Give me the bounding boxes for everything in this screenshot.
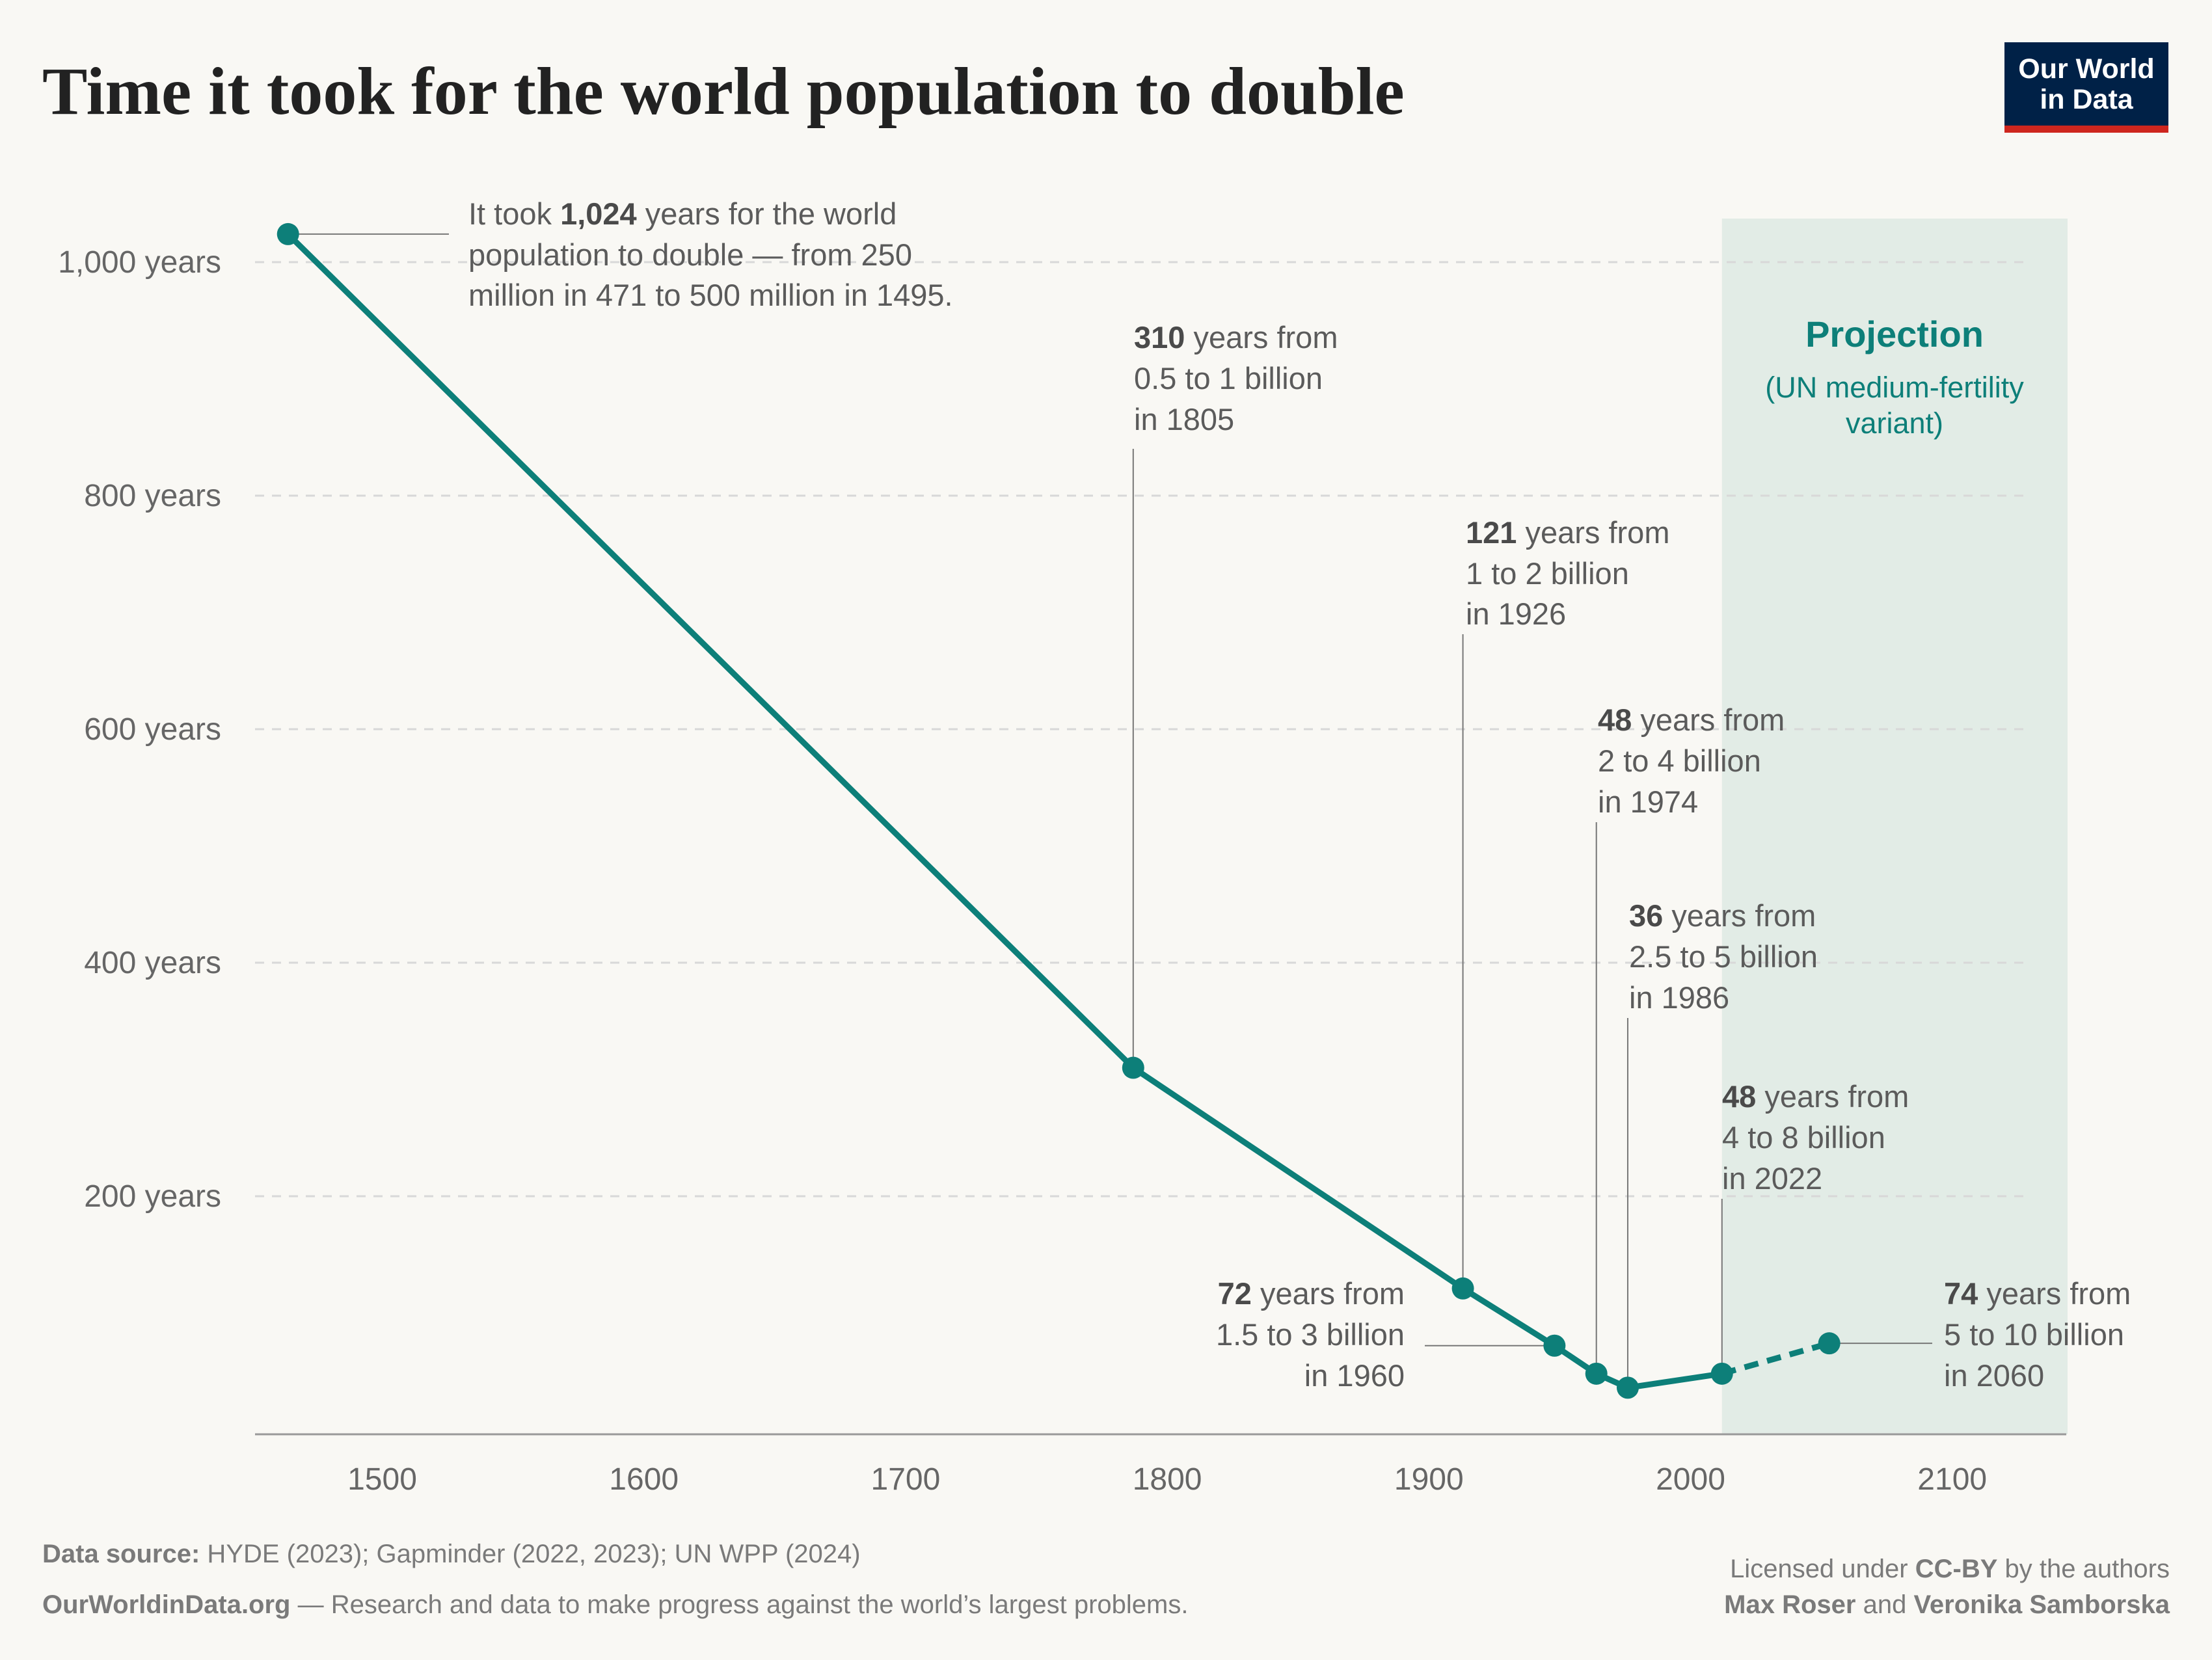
site-link[interactable]: OurWorldinData.org — [42, 1590, 290, 1619]
svg-text:310 years from: 310 years from — [1134, 320, 1338, 355]
owid-logo[interactable]: Our World in Data — [2004, 42, 2168, 133]
annotation-1495: It took 1,024 years for the world popula… — [468, 196, 953, 312]
svg-text:48 years from: 48 years from — [1722, 1079, 1909, 1114]
svg-text:2 to 4 billion: 2 to 4 billion — [1598, 743, 1761, 778]
annotation-2022: 48 years from 4 to 8 billion in 2022 — [1722, 1079, 1909, 1196]
x-tick-label: 1900 — [1394, 1462, 1464, 1497]
x-tick-label: 2100 — [1917, 1462, 1987, 1497]
svg-text:in 2022: in 2022 — [1722, 1161, 1822, 1196]
y-tick-label: 600 years — [84, 712, 221, 747]
data-point — [1122, 1056, 1144, 1079]
svg-text:in 2060: in 2060 — [1944, 1358, 2044, 1393]
svg-text:It took 1,024 years for the wo: It took 1,024 years for the world — [468, 196, 897, 231]
x-tick-label: 1700 — [871, 1462, 941, 1497]
annotation-leaders — [288, 233, 1932, 1388]
annotation-1986: 36 years from 2.5 to 5 billion in 1986 — [1629, 898, 1818, 1015]
site-tagline: OurWorldinData.org — Research and data t… — [42, 1590, 1188, 1619]
svg-text:in 1960: in 1960 — [1304, 1358, 1405, 1393]
svg-text:0.5 to 1 billion: 0.5 to 1 billion — [1134, 361, 1323, 395]
y-tick-label: 1,000 years — [58, 245, 221, 280]
annotation-1926: 121 years from 1 to 2 billion in 1926 — [1466, 515, 1669, 631]
svg-text:121 years from: 121 years from — [1466, 515, 1669, 550]
y-tick-label: 800 years — [84, 479, 221, 513]
y-tick-label: 400 years — [84, 946, 221, 980]
svg-text:74 years from: 74 years from — [1944, 1276, 2131, 1311]
historical-line — [286, 232, 1723, 1391]
svg-text:population to double — from 25: population to double — from 250 — [468, 237, 912, 272]
svg-text:in 1926: in 1926 — [1466, 596, 1566, 631]
data-point — [1585, 1362, 1608, 1385]
projection-sublabel: (UN medium-fertility — [1765, 371, 2024, 404]
data-point — [1818, 1332, 1841, 1355]
annotation-2060: 74 years from 5 to 10 billion in 2060 — [1944, 1276, 2131, 1393]
svg-text:4 to 8 billion: 4 to 8 billion — [1722, 1120, 1885, 1155]
svg-text:Our World: Our World — [2018, 53, 2154, 85]
x-tick-label: 2000 — [1656, 1462, 1725, 1497]
svg-text:36 years from: 36 years from — [1629, 898, 1816, 933]
projection-label: Projection — [1805, 314, 1984, 355]
annotation-1974: 48 years from 2 to 4 billion in 1974 — [1598, 703, 1785, 819]
svg-text:2.5 to 5 billion: 2.5 to 5 billion — [1629, 939, 1818, 974]
annotation-1805: 310 years from 0.5 to 1 billion in 1805 — [1134, 320, 1338, 436]
chart-title: Time it took for the world population to… — [42, 54, 1405, 129]
license: Licensed under CC-BY by the authors — [1730, 1555, 2170, 1583]
svg-text:48 years from: 48 years from — [1598, 703, 1785, 737]
projection-band — [1721, 219, 2068, 1434]
x-axis-ticks: 1500 1600 1700 1800 1900 2000 2100 — [347, 1462, 1987, 1497]
data-point — [276, 222, 299, 245]
svg-text:1 to 2 billion: 1 to 2 billion — [1466, 556, 1629, 591]
svg-text:in Data: in Data — [2040, 84, 2133, 115]
y-axis-ticks: 200 years 400 years 600 years 800 years 1,00… — [58, 245, 221, 1214]
authors: Max Roser and Veronika Samborska — [1724, 1590, 2170, 1619]
data-point — [1543, 1334, 1566, 1357]
svg-text:in 1974: in 1974 — [1598, 784, 1698, 819]
x-tick-label: 1600 — [609, 1462, 679, 1497]
y-tick-label: 200 years — [84, 1179, 221, 1214]
svg-text:million in 471 to 500 million: million in 471 to 500 million in 1495. — [468, 278, 953, 312]
svg-text:in 1805: in 1805 — [1134, 402, 1234, 436]
data-source: Data source: HYDE (2023); Gapminder (202… — [42, 1540, 861, 1568]
projected-line — [1721, 1340, 1830, 1377]
svg-text:1.5 to 3 billion: 1.5 to 3 billion — [1216, 1317, 1405, 1352]
x-tick-label: 1800 — [1133, 1462, 1202, 1497]
data-point — [1451, 1277, 1474, 1300]
svg-text:in 1986: in 1986 — [1629, 980, 1729, 1015]
license-link[interactable]: CC-BY — [1915, 1555, 1998, 1583]
annotation-1960: 72 years from 1.5 to 3 billion in 1960 — [1216, 1276, 1405, 1393]
data-point — [1710, 1362, 1733, 1385]
svg-text:5 to 10 billion: 5 to 10 billion — [1944, 1317, 2124, 1352]
svg-text:72 years from: 72 years from — [1218, 1276, 1405, 1311]
projection-sublabel-2: variant) — [1846, 407, 1943, 440]
x-tick-label: 1500 — [347, 1462, 417, 1497]
data-point — [1616, 1376, 1639, 1399]
series-line — [276, 222, 1841, 1399]
